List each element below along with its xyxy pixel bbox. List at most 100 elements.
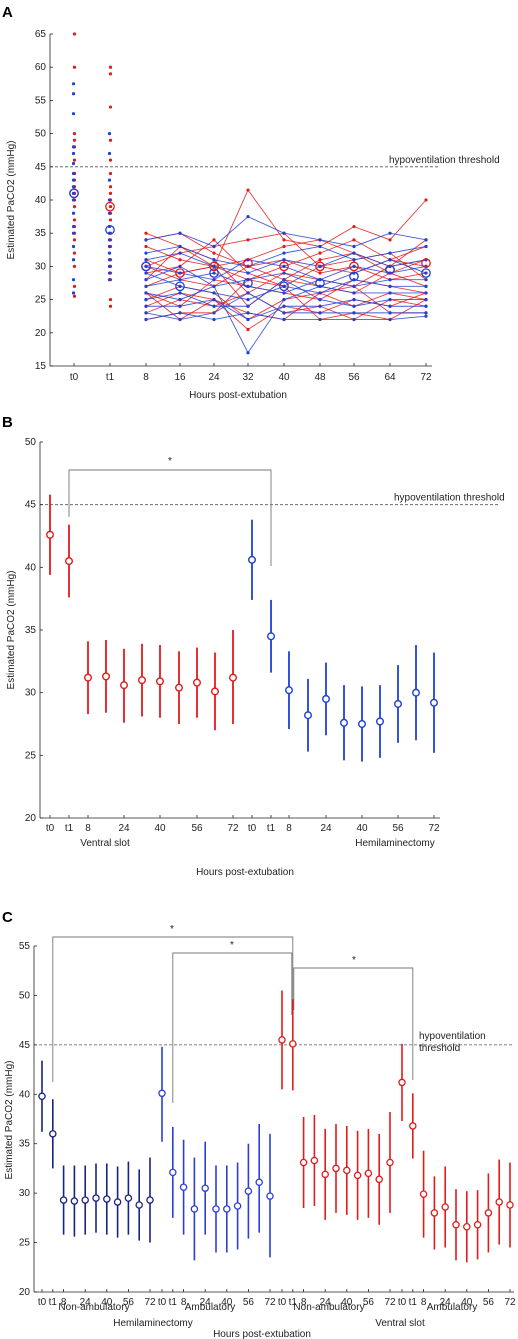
panel-c-mean-marker <box>495 1198 503 1206</box>
panel-a-blue-series-point <box>388 278 392 282</box>
panel-c-x-tick-label: 56 <box>363 1297 375 1308</box>
panel-a-blue-series-point <box>424 271 428 275</box>
panel-a-t1-blue-point <box>107 264 112 268</box>
panel-c-mean-marker <box>452 1221 460 1229</box>
panel-a-blue-series-point <box>388 298 392 302</box>
panel-a-y-axis-label: Estimated PaCO2 (mmHg) <box>6 141 17 260</box>
panel-a-y-tick-label: 60 <box>35 62 47 73</box>
panel-a-blue-series-point <box>318 244 322 249</box>
panel-c-threshold-label: hypoventilation <box>419 1031 486 1042</box>
panel-b-x-tick-label: t1 <box>65 823 74 834</box>
panel-a-blue-series-point <box>212 258 216 262</box>
panel-c-threshold-label-line2: threshold <box>419 1043 460 1054</box>
panel-c-mean-marker <box>484 1209 493 1217</box>
panel-a-t0-blue-point <box>71 211 76 215</box>
panel-a-blue-series-point <box>318 317 322 322</box>
panel-a-blue-mean-marker <box>209 268 219 278</box>
panel-a-t0-blue-point <box>71 244 76 249</box>
panel-a-blue-series-point <box>246 215 250 219</box>
panel-b-mean-marker <box>119 681 128 690</box>
panel-a-blue-series-point <box>212 317 216 322</box>
panel-b-mean-marker <box>412 688 421 697</box>
panel-a-t1-red-point <box>108 105 113 109</box>
panel-a-t0-red-point <box>72 132 77 136</box>
panel-c-mean-marker <box>398 1078 406 1087</box>
panel-a-t1-blue-point <box>107 244 112 249</box>
panel-c-y-ticks: 20 25 30 35 40 45 50 55 <box>19 941 37 1298</box>
panel-a-blue-series-point <box>282 271 286 275</box>
panel-a-t1-blue-point <box>107 278 112 282</box>
panel-a-t1-red-point <box>108 72 113 76</box>
panel-a-x-tick-label: 32 <box>242 372 254 383</box>
panel-a-red-series-point <box>144 231 148 235</box>
panel-c-x-tick-label: 40 <box>341 1297 353 1308</box>
panel-a-t0-red-point <box>72 218 77 222</box>
panel-c-mean-marker <box>113 1198 122 1206</box>
panel-c-x-tick-label: 40 <box>461 1297 473 1308</box>
panel-a-blue-series-point <box>246 311 250 315</box>
panel-a-blue-series-point <box>388 284 392 288</box>
panel-a-blue-mean-marker <box>349 271 359 282</box>
panel-a-red-series-point <box>246 188 250 192</box>
panel-b-group-label-ventral-slot: Ventral slot <box>80 838 130 849</box>
panel-b-x-tick-label: 24 <box>118 823 130 834</box>
panel-a-blue-mean-marker <box>175 281 185 292</box>
panel-a-blue-series-point <box>318 304 322 308</box>
panel-c-x-ticks: t0 t1 8 24 40 56 72 t0 t1 8 24 40 56 72 t0 t1 8 24 40 56 72 t… <box>38 1289 516 1308</box>
panel-a-t0-blue-point <box>71 92 76 96</box>
panel-c-y-tick-label: 45 <box>19 1040 31 1051</box>
panel-a-t1-blue-point <box>107 238 112 242</box>
panel-a-red-mean-marker <box>279 261 289 272</box>
panel-a-t0-blue-point <box>71 178 76 182</box>
panel-c-x-tick-label: 24 <box>320 1297 332 1308</box>
panel-c-x-tick-label: t0 <box>38 1297 47 1308</box>
panel-a-t0-blue-point <box>71 161 76 166</box>
panel-c-mean-marker <box>81 1196 89 1204</box>
panel-b-x-tick-label: 8 <box>286 823 292 834</box>
panel-b-x-tick-label: 72 <box>428 823 440 834</box>
panel-a-blue-series-point <box>212 264 216 268</box>
panel-b-y-tick-label: 50 <box>25 437 37 448</box>
panel-a-t0-blue-point <box>71 291 76 295</box>
panel-b-y-tick-label: 45 <box>25 500 37 511</box>
panel-a-red-series-point <box>352 238 356 242</box>
panel-a-axes <box>49 34 432 367</box>
panel-b-x-tick-label: 24 <box>320 823 332 834</box>
panel-a-t1-blue-point <box>107 211 112 215</box>
panel-b-x-tick-label: 8 <box>85 823 91 834</box>
panel-a-blue-series-point <box>352 284 356 288</box>
panel-c-y-tick-label: 25 <box>19 1238 31 1249</box>
panel-c-x-tick-label: 8 <box>421 1297 427 1308</box>
panel-a-blue-series-point <box>178 278 182 282</box>
panel-a-t0-blue-point <box>71 258 76 262</box>
panel-a-blue-series-point <box>282 251 286 255</box>
panel-c-mean-marker <box>299 1158 308 1167</box>
panel-a-blue-series-point <box>352 311 356 315</box>
panel-a-blue-series-point <box>318 264 322 268</box>
panel-c-mean-marker <box>473 1221 482 1229</box>
panel-a-t1-blue-point <box>107 178 112 182</box>
panel-b-x-tick-label: t0 <box>248 823 257 834</box>
panel-a: A hypoventilation threshold t0 t1 8 16 24 32 4… <box>2 4 500 401</box>
panel-c-mean-marker <box>38 1092 46 1101</box>
panel-c-mean-marker <box>310 1156 319 1165</box>
panel-b-error-bars <box>46 494 439 762</box>
panel-a-blue-series-point <box>424 298 428 302</box>
panel-a-blue-series-point <box>388 311 392 315</box>
panel-a-red-series-point <box>212 251 216 255</box>
panel-a-red-mean-marker <box>175 268 185 278</box>
panel-c-mean-marker <box>463 1223 471 1231</box>
panel-a-t0-blue-point <box>71 191 76 195</box>
panel-a-blue-mean-marker <box>243 278 253 288</box>
panel-a-blue-series-point <box>178 271 182 275</box>
panel-a-blue-series-point <box>352 298 356 302</box>
panel-c-group-label-ventral-slot: Ventral slot <box>375 1318 425 1329</box>
panel-b-mean-marker <box>340 718 349 727</box>
panel-c-mean-marker <box>343 1166 351 1175</box>
panel-b-axes <box>39 442 440 819</box>
panel-a-t1-red-point <box>108 304 113 308</box>
panel-a-red-series-point <box>144 244 148 249</box>
panel-b-mean-marker <box>358 720 367 729</box>
panel-a-blue-series-point <box>144 278 148 282</box>
panel-b-mean-marker <box>137 676 146 685</box>
